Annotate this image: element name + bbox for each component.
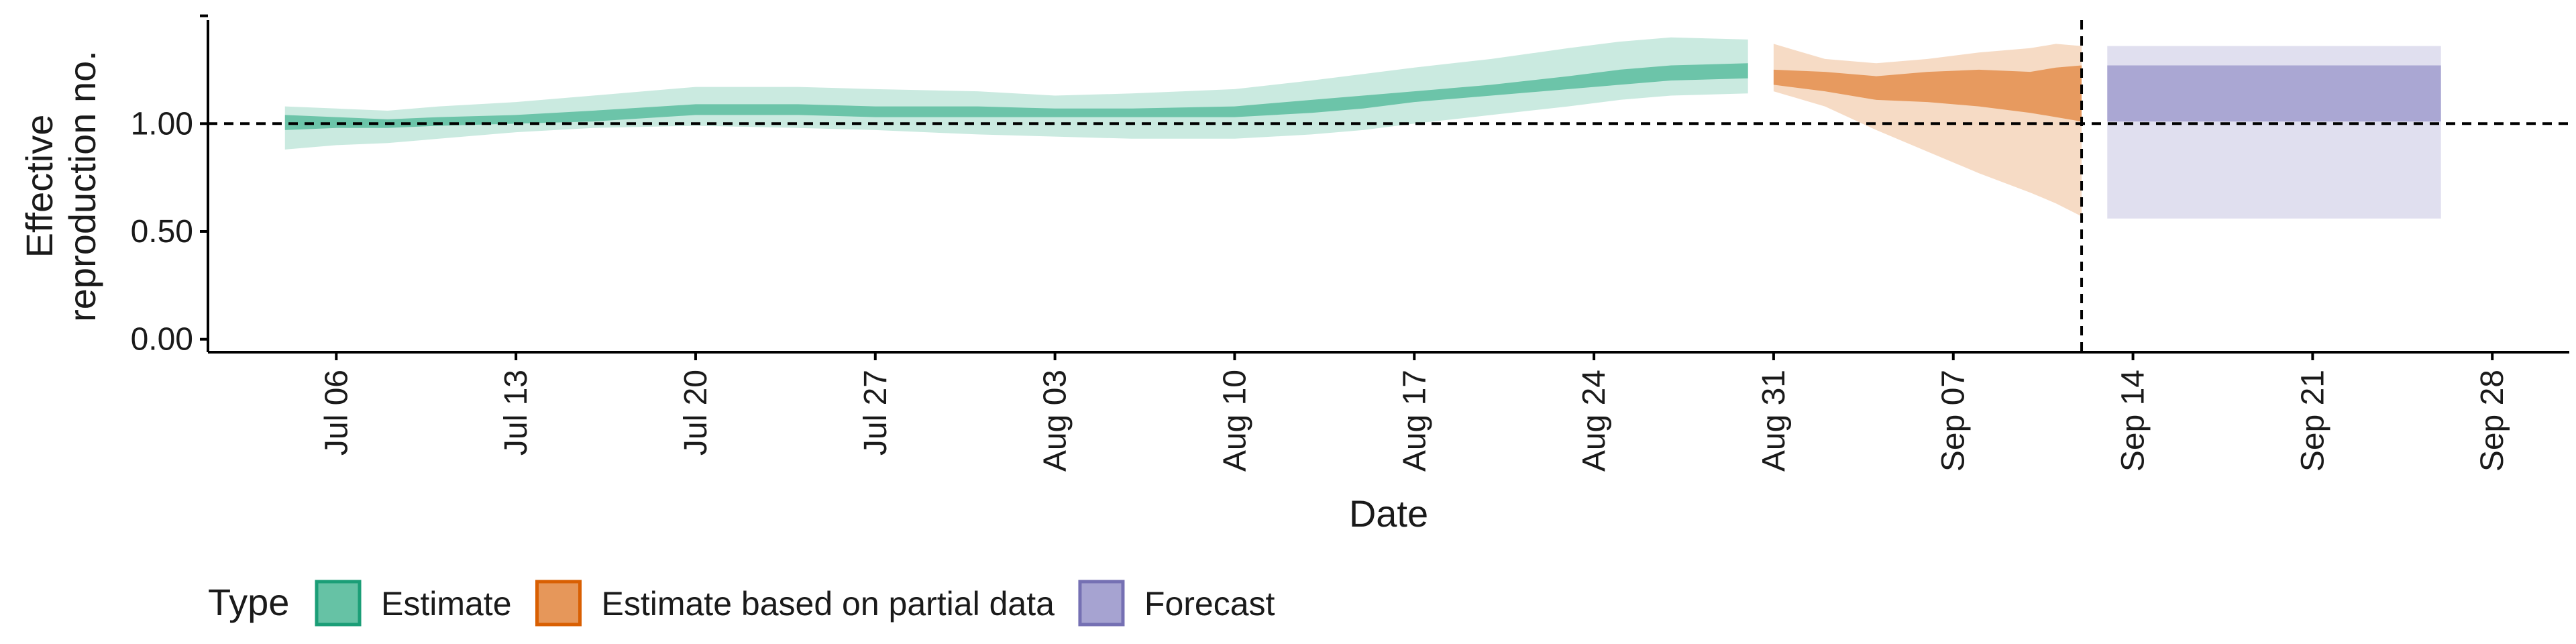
series-forecast-inner-band: [2107, 65, 2441, 122]
axes-layer: [200, 14, 2569, 360]
x-tick-label: Aug 10: [1217, 370, 1252, 472]
x-tick-label: Jul 20: [678, 370, 714, 455]
band-layer: [284, 37, 2441, 219]
y-tick-label: 0.50: [131, 214, 193, 250]
x-tick-label: Aug 17: [1397, 370, 1432, 472]
x-axis-title: Date: [1349, 492, 1428, 535]
legend-label-estimate-based-on-partial-data: Estimate based on partial data: [602, 585, 1055, 623]
legend-key-forecast: [1078, 580, 1125, 627]
x-tick-label: Aug 31: [1756, 370, 1792, 472]
legend: Type Estimate Estimate based on partial d…: [208, 580, 1275, 627]
series-estimate-inner-band: [284, 63, 1748, 130]
legend-label-forecast: Forecast: [1144, 585, 1275, 623]
y-axis-title-line: Effective: [18, 115, 60, 258]
series-estimate-based-on-partial-data-inner-band: [1773, 65, 2082, 122]
x-tick-label: Sep 07: [1936, 370, 1972, 472]
legend-key-estimate-based-on-partial-data: [535, 580, 582, 627]
x-tick-label: Sep 21: [2295, 370, 2330, 472]
y-axis-title: Effective reproduction no.: [18, 50, 103, 322]
y-tick-label: 1.00: [131, 106, 193, 142]
x-tick-label: Jul 13: [498, 370, 534, 455]
series-estimate-based-on-partial-data-outer-band: [1773, 44, 2082, 217]
x-tick-labels: Jul 06 Jul 13 Jul 20 Jul 27 Aug 03 Aug 10 Aug …: [319, 370, 2510, 472]
x-tick-label: Sep 28: [2475, 370, 2510, 472]
x-tick-label: Sep 14: [2116, 370, 2151, 472]
x-tick-label: Aug 03: [1038, 370, 1073, 472]
y-tick-labels: 0.00 0.50 1.00: [131, 106, 193, 357]
x-tick-label: Aug 24: [1576, 370, 1612, 472]
x-tick-label: Jul 06: [319, 370, 354, 455]
legend-label-estimate: Estimate: [381, 585, 512, 623]
y-axis-title-line: reproduction no.: [61, 50, 103, 322]
series-estimate-outer-band: [284, 37, 1748, 150]
y-tick-label: 0.00: [131, 322, 193, 358]
x-tick-label: Jul 27: [858, 370, 894, 455]
reference-lines: [208, 20, 2569, 352]
legend-key-estimate: [315, 580, 362, 627]
legend-title: Type: [208, 581, 289, 623]
